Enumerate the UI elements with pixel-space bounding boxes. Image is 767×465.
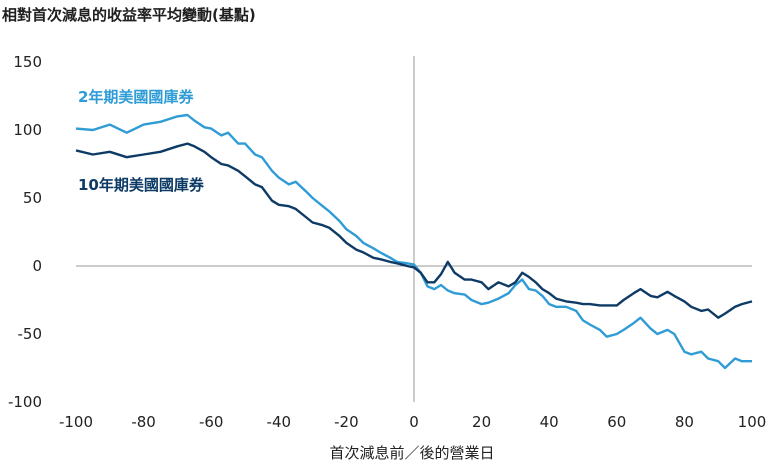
x-tick-label: 60 — [607, 413, 626, 431]
y-tick-label: 100 — [13, 121, 42, 139]
y-tick-label: 50 — [23, 189, 42, 207]
y-tick-label: 0 — [32, 257, 42, 275]
y-tick-label: -100 — [8, 393, 42, 411]
x-tick-label: -80 — [131, 413, 156, 431]
x-tick-label: -40 — [267, 413, 292, 431]
x-axis-label: 首次減息前／後的營業日 — [329, 444, 494, 462]
x-tick-label: 20 — [472, 413, 491, 431]
x-tick-label: 0 — [409, 413, 419, 431]
series-line-10y — [75, 142, 753, 319]
x-tick-label: -20 — [334, 413, 359, 431]
chart-title: 相對首次減息的收益率平均變動(基點) — [2, 6, 256, 24]
x-tick-label: -60 — [199, 413, 224, 431]
series-line-2y — [75, 113, 752, 370]
series-label-10y: 10年期美國國庫券 — [78, 176, 205, 194]
x-tick-label: 100 — [738, 413, 767, 431]
y-axis-ticks: 150 100 50 0 -50 -100 — [8, 53, 42, 411]
x-tick-label: -100 — [59, 413, 93, 431]
x-tick-label: 80 — [675, 413, 694, 431]
x-tick-label: 40 — [540, 413, 559, 431]
series-label-2y: 2年期美國國庫券 — [78, 88, 194, 106]
y-tick-label: -50 — [18, 325, 43, 343]
y-tick-label: 150 — [13, 53, 42, 71]
x-axis-ticks: -100 -80 -60 -40 -20 0 20 40 60 80 100 — [59, 413, 766, 431]
